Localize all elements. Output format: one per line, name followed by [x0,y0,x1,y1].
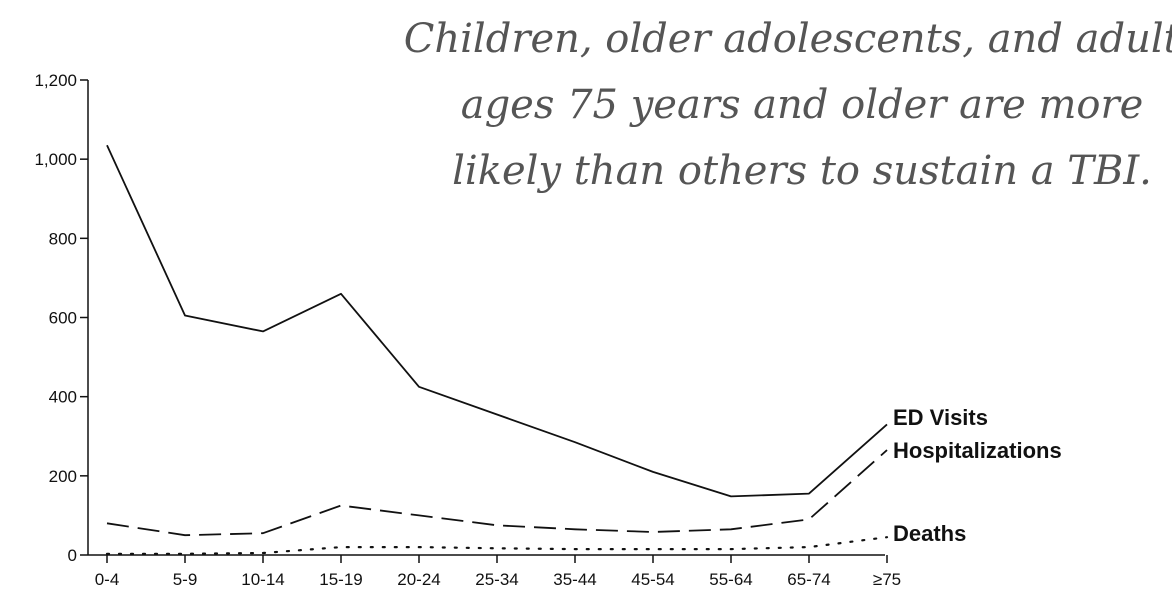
series-labels: ED Visits Hospitalizations Deaths [893,405,1062,546]
x-tick-label: 0-4 [95,570,120,589]
annotation-line-2: ages 75 years and older are more [461,82,1144,128]
x-tick-label: 5-9 [173,570,198,589]
y-tick-label: 0 [68,546,77,565]
x-tick-label: 45-54 [631,570,674,589]
x-tick-label: 35-44 [553,570,596,589]
y-tick-label: 600 [49,309,77,328]
series-label-ed-visits: ED Visits [893,405,988,430]
x-tick-label: 20-24 [397,570,440,589]
series-line-hospitalizations [106,449,888,537]
series-line-ed-visits [106,144,888,498]
series-label-hospitalizations: Hospitalizations [893,438,1062,463]
x-tick-label: ≥75 [873,570,901,589]
x-tick-label: 15-19 [319,570,362,589]
axes: 0 200 400 600 800 1,000 1,200 0-4 5-9 10-14 15-19 2… [34,71,901,589]
x-tick-label: 55-64 [709,570,752,589]
y-tick-label: 800 [49,229,77,248]
series-layer [105,144,889,555]
y-tick-label: 1,000 [34,150,77,169]
y-tick-label: 400 [49,388,77,407]
annotation-line-3: likely than others to sustain a TBI. [452,148,1152,194]
x-tick-label: 25-34 [475,570,518,589]
x-tick-label: 10-14 [241,570,284,589]
annotation-line-1: Children, older adolescents, and adults [404,16,1172,62]
y-tick-label: 200 [49,467,77,486]
series-line-deaths [105,536,889,555]
chart-title-annotation: Children, older adolescents, and adults … [404,16,1172,194]
series-label-deaths: Deaths [893,521,966,546]
x-tick-label: 65-74 [787,570,830,589]
y-tick-label: 1,200 [34,71,77,90]
